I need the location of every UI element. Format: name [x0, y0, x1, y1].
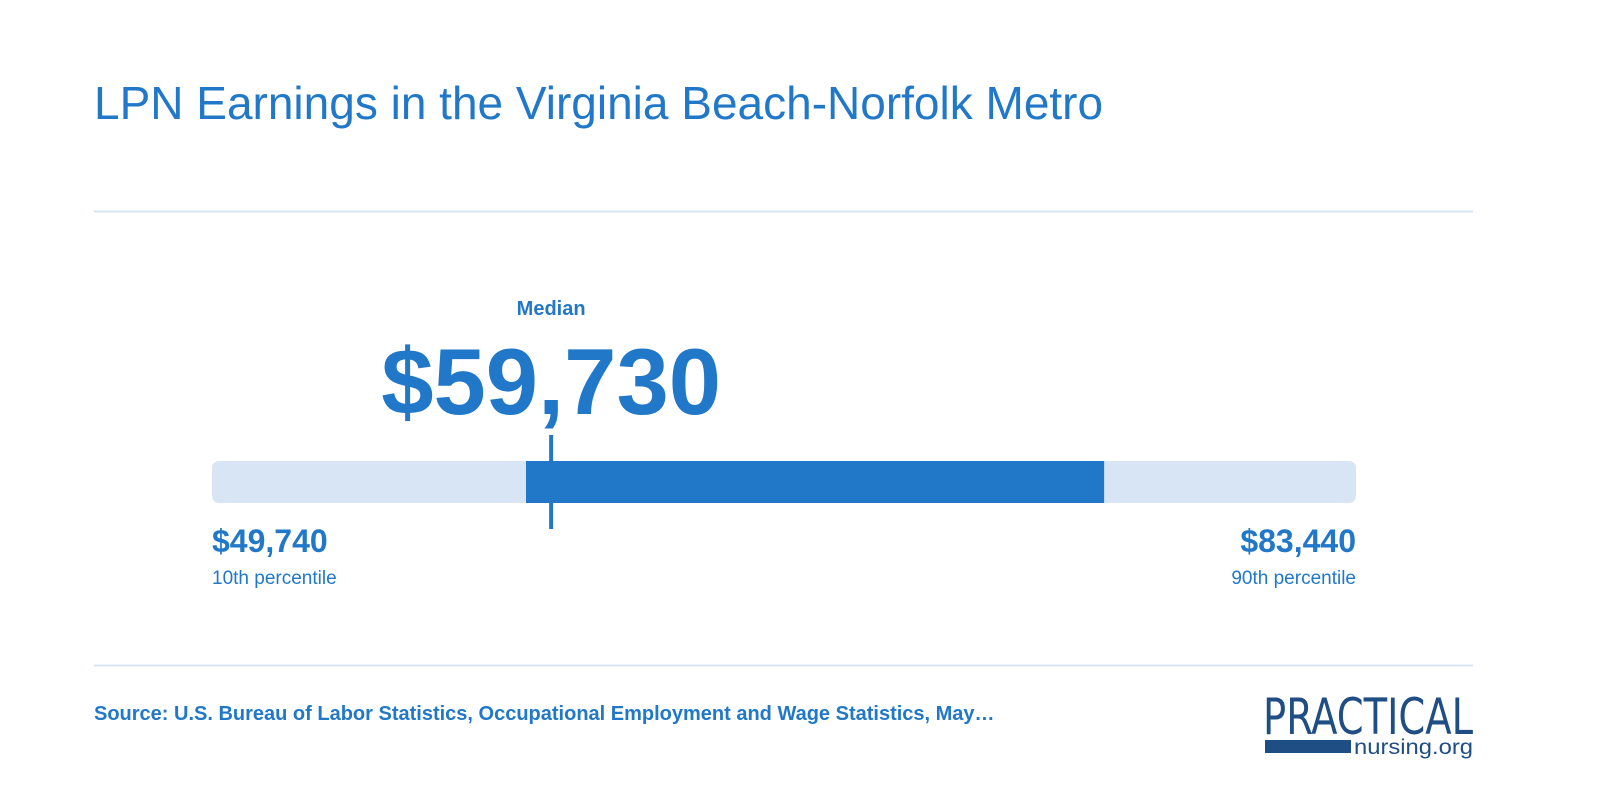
low-label: 10th percentile: [212, 568, 337, 589]
low-value: $49,740: [212, 523, 328, 559]
source: Source: U.S. Bureau of Labor Statistics,…: [94, 703, 995, 725]
logo-bar: [1265, 740, 1351, 753]
high-label: 90th percentile: [1231, 568, 1356, 589]
range-band: [526, 461, 1105, 503]
high-value: $83,440: [1240, 523, 1356, 559]
logo-bottom: nursing.org: [1354, 736, 1473, 759]
median-value: $59,730: [381, 329, 721, 434]
logo-top: PRACTICAL: [1263, 688, 1473, 746]
logo: PRACTICAL nursing.org: [1263, 688, 1473, 759]
chart-title: LPN Earnings in the Virginia Beach-Norfo…: [94, 77, 1103, 129]
median-label: Median: [517, 298, 586, 320]
